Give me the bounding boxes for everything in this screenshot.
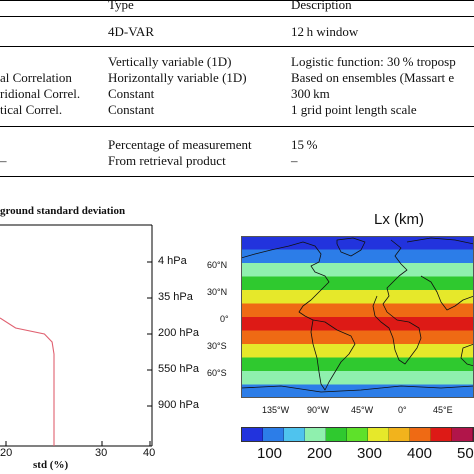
australia-outline [460, 343, 474, 367]
table-cell-description: Based on ensembles (Massart e [291, 70, 455, 85]
table-header-rule [0, 16, 474, 17]
table-cell-type: Vertically variable (1D) [108, 54, 232, 69]
colorbar-label: 400 [407, 445, 433, 462]
table-header-type: Type [108, 0, 134, 12]
table-cell-type: Horizontally variable (1D) [108, 70, 247, 85]
table-cell-type: From retrieval product [108, 153, 226, 168]
colorbar-label: 200 [307, 445, 333, 462]
colorbar-swatch [389, 428, 410, 441]
lat-band [241, 371, 474, 385]
lx-map-svg [241, 236, 474, 398]
lon-label: 90°W [307, 405, 330, 415]
lat-label: 30°N [207, 287, 228, 297]
antarctica-outline [241, 385, 474, 393]
colorbar-label: 500 [457, 445, 474, 462]
std-x-ticks [5, 441, 151, 446]
std-profile-line [0, 317, 55, 446]
colorbar-swatch [263, 428, 284, 441]
table-bottom-rule [0, 176, 474, 177]
lat-label: 30°S [207, 341, 227, 351]
std-y-ticks [147, 261, 152, 407]
table-cell-type: Constant [108, 102, 155, 117]
colorbar-swatch [347, 428, 368, 441]
colorbar-swatch [326, 428, 347, 441]
std-y-tick-label: 900 hPa [158, 399, 199, 411]
table-cell-param: tical Correl. [0, 102, 63, 117]
lat-band [241, 357, 474, 372]
left-figure-title: ground standard deviation [0, 205, 126, 217]
lat-band [241, 344, 474, 358]
lon-label: 135°W [262, 405, 290, 415]
std-y-tick-label: 4 hPa [158, 255, 187, 267]
table-row-rule [0, 126, 474, 127]
lat-band [241, 330, 474, 345]
table-cell-description: 15 % [291, 137, 318, 152]
lat-label: 0° [220, 314, 229, 324]
lat-band [241, 263, 474, 277]
table-cell-type: Percentage of measurement [108, 137, 252, 152]
std-y-tick-label: 35 hPa [158, 291, 193, 303]
lat-band [241, 236, 474, 250]
north-america-outline [241, 241, 330, 321]
colorbar-swatch [242, 428, 263, 441]
table-cell-type: Constant [108, 86, 155, 101]
lon-label: 45°E [433, 405, 453, 415]
lat-band [241, 290, 474, 304]
std-y-tick-label: 200 hPa [158, 327, 199, 339]
colorbar-swatch [410, 428, 431, 441]
lat-band [241, 276, 474, 291]
colorbar-label: 300 [357, 445, 383, 462]
table-cell-param: – [0, 153, 7, 168]
std-plot-frame [0, 224, 153, 447]
lon-label: 45°W [351, 405, 374, 415]
table-row-rule [0, 46, 474, 47]
table-cell-description: – [291, 153, 298, 168]
std-x-axis-label: std (%) [33, 459, 69, 471]
continent-outlines [241, 237, 474, 393]
table-header-description: Description [291, 0, 352, 12]
colorbar-swatch [431, 428, 452, 441]
lat-label: 60°S [207, 368, 227, 378]
map-title: Lx (km) [374, 211, 424, 228]
std-profile-plot [0, 224, 153, 447]
std-x-tick-label: 30 [95, 447, 108, 459]
colorbar-swatch [368, 428, 389, 441]
lat-band [241, 317, 474, 331]
table-cell-description: 300 km [291, 86, 330, 101]
std-x-tick-label: 20 [0, 447, 13, 459]
lat-band [241, 384, 474, 398]
table-cell-description: Logistic function: 30 % troposр [291, 54, 456, 69]
colorbar-label: 100 [257, 445, 283, 462]
table-top-rule [0, 0, 474, 1]
lat-band [241, 249, 474, 264]
asia-outline [406, 237, 474, 311]
colorbar-swatch [452, 428, 473, 441]
greenland-outline [336, 237, 366, 257]
lx-map [241, 236, 474, 398]
std-y-tick-label: 550 hPa [158, 363, 199, 375]
table-cell-description: 12 h window [291, 24, 359, 39]
lat-band [241, 303, 474, 318]
table-cell-type: 4D-VAR [108, 24, 154, 39]
colorbar-swatch [284, 428, 305, 441]
south-america-outline [310, 319, 356, 391]
colorbar-swatch [305, 428, 326, 441]
std-x-tick-label: 40 [143, 447, 156, 459]
europe-africa-outline [372, 239, 422, 365]
latitude-bands [241, 236, 474, 398]
table-cell-param: ridional Correl. [0, 86, 81, 101]
lon-label: 0° [398, 405, 407, 415]
lat-label: 60°N [207, 260, 228, 270]
table-cell-param: al Correlation [0, 70, 72, 85]
table-cell-description: 1 grid point length scale [291, 102, 417, 117]
colorbar [241, 427, 474, 442]
